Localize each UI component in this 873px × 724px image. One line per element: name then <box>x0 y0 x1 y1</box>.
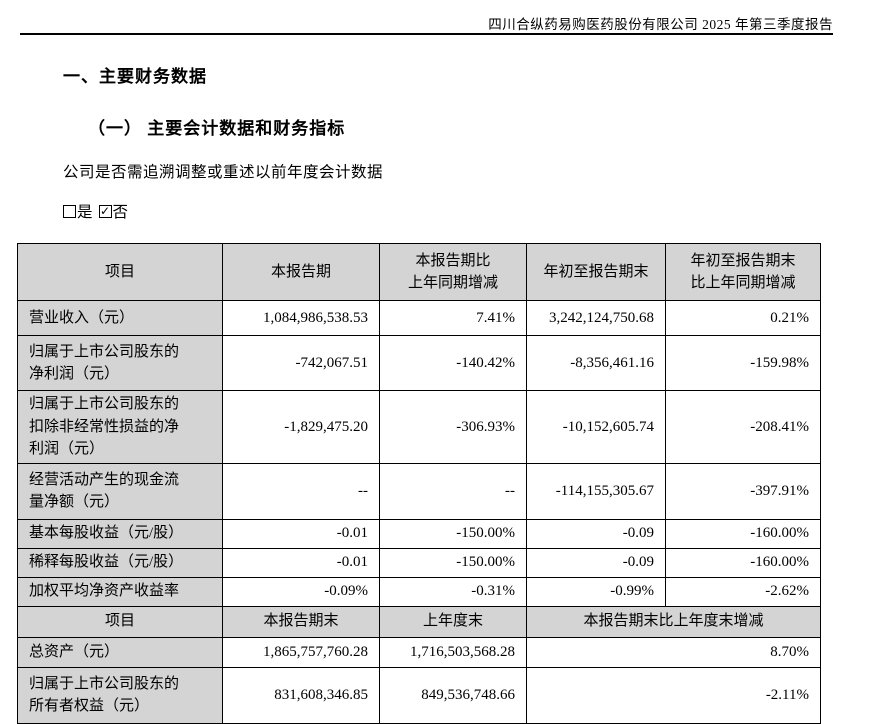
cell-period-end: 1,865,757,760.28 <box>222 636 380 668</box>
cell-label: 归属于上市公司股东的 所有者权益（元） <box>17 666 223 724</box>
table-row-operating-cash-flow: 经营活动产生的现金流 量净额（元） -- -- -114,155,305.67 … <box>17 462 821 520</box>
cell-current-period: -0.01 <box>222 518 380 549</box>
cell-current-period: -1,829,475.20 <box>222 390 380 464</box>
section-heading: 一、主要财务数据 <box>63 67 207 86</box>
cell-label: 总资产（元） <box>17 636 223 668</box>
table-row-shareholders-equity: 归属于上市公司股东的 所有者权益（元） 831,608,346.85 849,5… <box>17 666 821 724</box>
cell-ytd-yoy-change: -160.00% <box>665 518 821 549</box>
cell-ytd-yoy-change: -208.41% <box>665 390 821 464</box>
cell-current-period: -0.01 <box>222 547 380 578</box>
cell-ytd-yoy-change: 0.21% <box>665 300 821 336</box>
subsection-heading: （一） 主要会计数据和财务指标 <box>88 119 346 138</box>
header-period-end: 本报告期末 <box>222 605 380 638</box>
header-current-period: 本报告期 <box>222 243 380 301</box>
cell-yoy-change: -0.31% <box>379 576 527 607</box>
checkbox-no: ✓ 否 <box>98 204 129 221</box>
cell-yoy-change: -306.93% <box>379 390 527 464</box>
cell-ytd: -0.09 <box>526 547 666 578</box>
cell-end-vs-prev-change: 8.70% <box>526 636 821 668</box>
cell-ytd-yoy-change: -397.91% <box>665 462 821 520</box>
table-header-row-period: 项目 本报告期 本报告期比 上年同期增减 年初至报告期末 年初至报告期末 比上年… <box>17 243 821 301</box>
header-yoy-change: 本报告期比 上年同期增减 <box>379 243 527 301</box>
cell-ytd: -0.99% <box>526 576 666 607</box>
table-row-total-assets: 总资产（元） 1,865,757,760.28 1,716,503,568.28… <box>17 636 821 668</box>
header-ytd: 年初至报告期末 <box>526 243 666 301</box>
header-rule-divider <box>20 33 833 35</box>
cell-prev-year-end: 849,536,748.66 <box>379 666 527 724</box>
table-row-non-recurring-net-profit: 归属于上市公司股东的 扣除非经常性损益的净 利润（元） -1,829,475.2… <box>17 390 821 464</box>
checkbox-checked-icon: ✓ <box>98 205 112 218</box>
cell-ytd: 3,242,124,750.68 <box>526 300 666 336</box>
cell-yoy-change: -140.42% <box>379 335 527 391</box>
restatement-checkbox-group: 是 ✓ 否 <box>63 200 134 222</box>
cell-period-end: 831,608,346.85 <box>222 666 380 724</box>
table-row-weighted-avg-roe: 加权平均净资产收益率 -0.09% -0.31% -0.99% -2.62% <box>17 576 821 607</box>
cell-ytd: -0.09 <box>526 518 666 549</box>
cell-prev-year-end: 1,716,503,568.28 <box>379 636 527 668</box>
report-title: 四川合纵药易购医药股份有限公司 2025 年第三季度报告 <box>488 17 833 32</box>
cell-label: 加权平均净资产收益率 <box>17 576 223 607</box>
table-header-row-balance: 项目 本报告期末 上年度末 本报告期末比上年度末增减 <box>17 605 821 638</box>
checkbox-unchecked-icon <box>63 205 76 218</box>
table-row-revenue: 营业收入（元） 1,084,986,538.53 7.41% 3,242,124… <box>17 300 821 336</box>
checkbox-no-label: 否 <box>112 204 129 221</box>
cell-yoy-change: -150.00% <box>379 547 527 578</box>
cell-label: 营业收入（元） <box>17 300 223 336</box>
header-prev-year-end: 上年度末 <box>379 605 527 638</box>
checkbox-yes-label: 是 <box>77 204 93 221</box>
table-row-net-profit: 归属于上市公司股东的 净利润（元） -742,067.51 -140.42% -… <box>17 335 821 391</box>
cell-yoy-change: 7.41% <box>379 300 527 336</box>
table-row-basic-eps: 基本每股收益（元/股） -0.01 -150.00% -0.09 -160.00… <box>17 518 821 549</box>
cell-current-period: -0.09% <box>222 576 380 607</box>
cell-yoy-change: -- <box>379 462 527 520</box>
cell-yoy-change: -150.00% <box>379 518 527 549</box>
header-ytd-yoy-change: 年初至报告期末 比上年同期增减 <box>665 243 821 301</box>
table-row-diluted-eps: 稀释每股收益（元/股） -0.01 -150.00% -0.09 -160.00… <box>17 547 821 578</box>
cell-ytd: -8,356,461.16 <box>526 335 666 391</box>
checkbox-yes: 是 <box>63 204 93 221</box>
restatement-question: 公司是否需追溯调整或重述以前年度会计数据 <box>63 164 384 181</box>
cell-ytd-yoy-change: -159.98% <box>665 335 821 391</box>
cell-current-period: -- <box>222 462 380 520</box>
cell-current-period: -742,067.51 <box>222 335 380 391</box>
cell-label: 基本每股收益（元/股） <box>17 518 223 549</box>
cell-current-period: 1,084,986,538.53 <box>222 300 380 336</box>
cell-end-vs-prev-change: -2.11% <box>526 666 821 724</box>
cell-label: 归属于上市公司股东的 净利润（元） <box>17 335 223 391</box>
cell-label: 归属于上市公司股东的 扣除非经常性损益的净 利润（元） <box>17 390 223 464</box>
header-item-column: 项目 <box>17 243 223 301</box>
header-item-column: 项目 <box>17 605 223 638</box>
cell-label: 经营活动产生的现金流 量净额（元） <box>17 462 223 520</box>
financial-data-table: 项目 本报告期 本报告期比 上年同期增减 年初至报告期末 年初至报告期末 比上年… <box>17 243 821 724</box>
header-end-vs-prev-change: 本报告期末比上年度末增减 <box>526 605 821 638</box>
cell-ytd-yoy-change: -2.62% <box>665 576 821 607</box>
cell-ytd: -114,155,305.67 <box>526 462 666 520</box>
cell-label: 稀释每股收益（元/股） <box>17 547 223 578</box>
cell-ytd-yoy-change: -160.00% <box>665 547 821 578</box>
cell-ytd: -10,152,605.74 <box>526 390 666 464</box>
